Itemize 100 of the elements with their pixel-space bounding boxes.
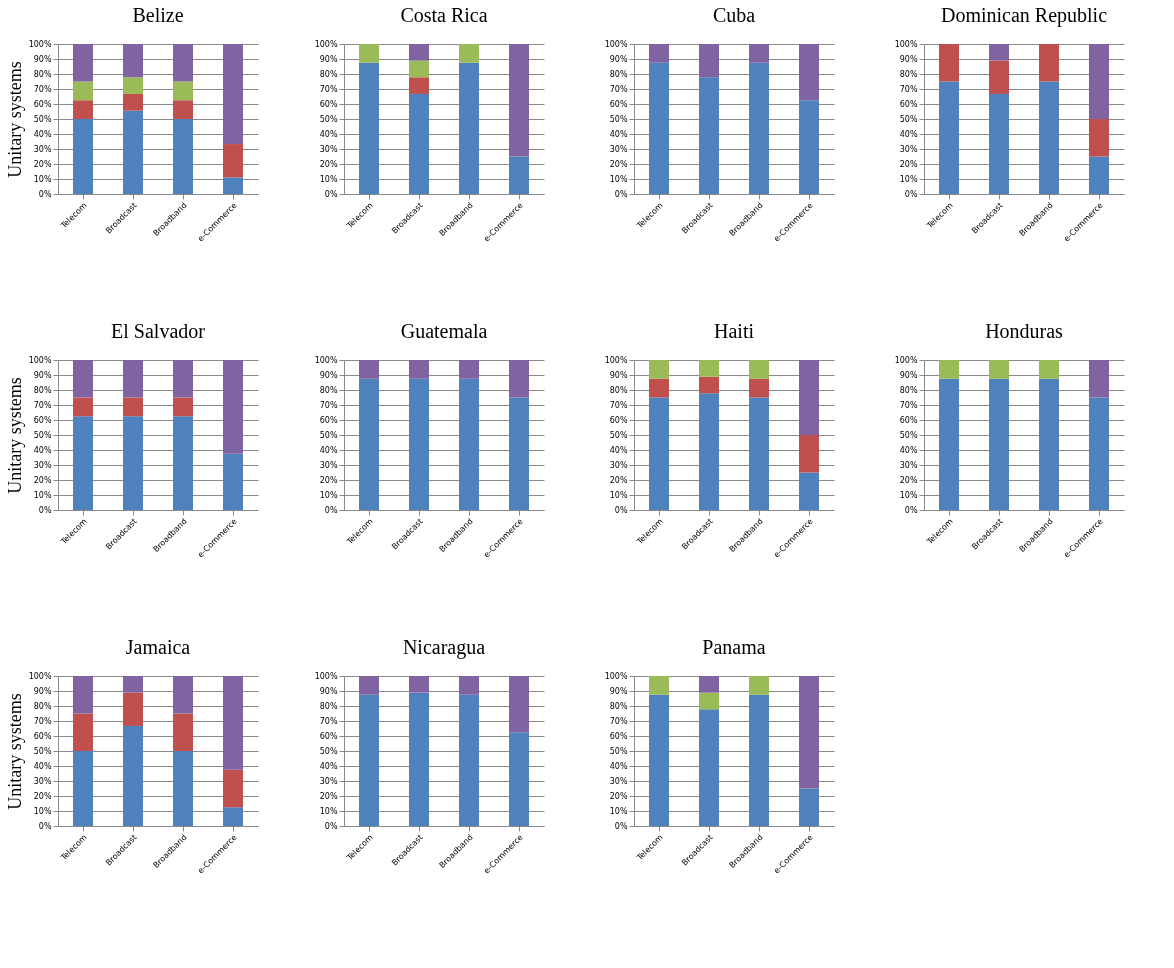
bar (459, 44, 479, 63)
y-tick-label: 50% (33, 746, 52, 756)
bar (649, 676, 669, 695)
bar (73, 676, 93, 714)
bar (409, 692, 429, 826)
bar (749, 676, 769, 695)
bar (223, 807, 243, 826)
bar (989, 378, 1009, 510)
y-axis-title: Unitary systems (4, 61, 25, 178)
chart-title: Guatemala (400, 320, 488, 342)
bar (749, 694, 769, 826)
bar (939, 360, 959, 379)
bar (1039, 44, 1059, 82)
y-tick-label: 10% (899, 174, 918, 184)
y-tick-label: 10% (33, 174, 52, 184)
y-tick-label: 30% (33, 144, 52, 154)
bar (359, 360, 379, 379)
y-tick-label: 40% (899, 445, 918, 455)
bar (509, 360, 529, 398)
y-tick-label: 60% (33, 415, 52, 425)
bar (223, 769, 243, 808)
y-tick-label: 90% (609, 370, 628, 380)
bar (459, 694, 479, 826)
bar (173, 713, 193, 751)
bar (1089, 360, 1109, 398)
y-tick-label: 50% (899, 430, 918, 440)
bar (123, 110, 143, 194)
y-tick-label: 60% (899, 99, 918, 109)
bar (989, 44, 1009, 61)
y-tick-label: 70% (609, 84, 628, 94)
y-tick-label: 40% (609, 129, 628, 139)
y-tick-label: 70% (33, 84, 52, 94)
bar (223, 144, 243, 178)
bar (649, 694, 669, 826)
y-tick-label: 0% (324, 505, 338, 515)
bar (173, 360, 193, 398)
bar (73, 416, 93, 510)
y-tick-label: 90% (319, 370, 338, 380)
bar (123, 725, 143, 826)
y-tick-label: 20% (33, 159, 52, 169)
y-tick-label: 10% (609, 806, 628, 816)
y-tick-label: 10% (609, 174, 628, 184)
y-tick-label: 0% (324, 821, 338, 831)
y-tick-label: 100% (314, 355, 338, 365)
bar (939, 378, 959, 510)
y-tick-label: 80% (609, 69, 628, 79)
y-tick-label: 80% (319, 701, 338, 711)
y-tick-label: 70% (319, 84, 338, 94)
bar (123, 692, 143, 726)
y-tick-label: 50% (609, 430, 628, 440)
y-tick-label: 90% (33, 686, 52, 696)
y-tick-label: 60% (609, 415, 628, 425)
y-tick-label: 40% (319, 761, 338, 771)
y-tick-label: 10% (33, 490, 52, 500)
bar (73, 100, 93, 119)
y-tick-label: 0% (904, 189, 918, 199)
bar (509, 676, 529, 733)
y-tick-label: 30% (319, 776, 338, 786)
y-tick-label: 20% (609, 475, 628, 485)
y-tick-label: 10% (609, 490, 628, 500)
y-tick-label: 40% (609, 445, 628, 455)
y-tick-label: 20% (899, 475, 918, 485)
bar (749, 62, 769, 194)
y-tick-label: 80% (33, 69, 52, 79)
y-tick-label: 100% (604, 39, 628, 49)
bar (749, 360, 769, 379)
bar (989, 360, 1009, 379)
y-tick-label: 90% (609, 54, 628, 64)
bar (409, 676, 429, 693)
y-tick-label: 10% (319, 806, 338, 816)
y-tick-label: 100% (28, 671, 52, 681)
chart-title: Costa Rica (400, 4, 488, 26)
bar (123, 93, 143, 111)
y-tick-label: 60% (33, 99, 52, 109)
bar (649, 397, 669, 510)
y-tick-label: 100% (314, 671, 338, 681)
chart-title: Honduras (985, 320, 1064, 342)
chart-title: Nicaragua (402, 636, 486, 659)
y-tick-label: 90% (899, 54, 918, 64)
y-tick-label: 20% (319, 791, 338, 801)
y-tick-label: 0% (324, 189, 338, 199)
bar (649, 360, 669, 379)
y-axis-title: Unitary systems (4, 377, 25, 494)
y-tick-label: 50% (33, 430, 52, 440)
bar (509, 156, 529, 194)
bar (939, 44, 959, 82)
bar (699, 709, 719, 826)
y-tick-label: 70% (609, 400, 628, 410)
y-tick-label: 20% (33, 791, 52, 801)
bar (173, 44, 193, 82)
y-tick-label: 90% (319, 686, 338, 696)
y-tick-label: 90% (899, 370, 918, 380)
bar (409, 360, 429, 379)
y-tick-label: 70% (899, 84, 918, 94)
y-tick-label: 20% (319, 159, 338, 169)
y-tick-label: 60% (319, 415, 338, 425)
y-tick-label: 50% (319, 114, 338, 124)
bar (73, 44, 93, 82)
y-tick-label: 20% (33, 475, 52, 485)
y-axis-title: Unitary systems (4, 693, 25, 810)
